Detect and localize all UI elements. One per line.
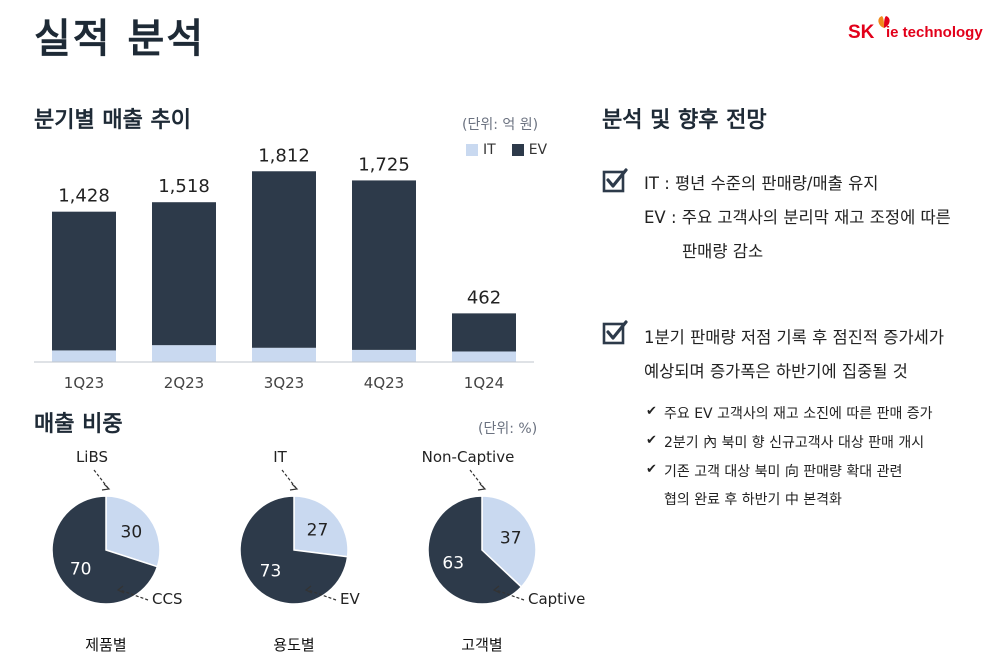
legend-label-it: IT xyxy=(483,142,496,158)
pie-caption-customer: 고객별 xyxy=(461,636,503,654)
legend-label-ev: EV xyxy=(528,142,548,158)
legend-swatch-it xyxy=(466,144,478,156)
bar-it-3q23 xyxy=(252,347,316,362)
x-tick-label-4q23: 4Q23 xyxy=(364,374,404,390)
pie-label-ev: EV xyxy=(340,590,360,608)
pie-value-libs: 30 xyxy=(121,523,143,543)
leader-arrow-libs xyxy=(101,483,111,491)
legend-item-it: IT xyxy=(466,142,496,158)
pie-slice-ccs xyxy=(51,495,159,605)
block2-sub-item-2: 2분기 內 북미 향 신규고객사 대상 판매 개시 xyxy=(664,435,925,451)
x-tick-label-3q23: 3Q23 xyxy=(264,374,304,390)
x-tick-label-2q23: 2Q23 xyxy=(164,374,204,390)
bar-ev-3q23 xyxy=(252,171,316,348)
block2-line-1: 1분기 판매량 저점 기록 후 점진적 증가세가 xyxy=(644,328,945,347)
bar-ev-1q24 xyxy=(452,313,516,352)
leader-arrow-ev xyxy=(304,585,313,594)
leader-arrow-captive xyxy=(492,585,501,594)
pie-label-ccs: CCS xyxy=(152,590,182,608)
leader-line-it xyxy=(281,469,297,489)
bar-ev-2q23 xyxy=(152,202,216,346)
bar-ev-1q23 xyxy=(52,211,116,351)
block1-line-ev-cont: 판매량 감소 xyxy=(682,242,764,261)
sub-check-icon: ✔ xyxy=(646,433,657,448)
data-label-3q23: 1,812 xyxy=(258,145,310,166)
pie-label-non-captive: Non-Captive xyxy=(422,448,515,466)
data-label-1q23: 1,428 xyxy=(58,186,110,207)
sub-check-icon: ✔ xyxy=(646,462,657,477)
pie-value-captive: 63 xyxy=(442,553,464,573)
sales-section-title: 분기별 매출 추이 xyxy=(34,108,191,133)
pie-value-ev: 73 xyxy=(260,562,282,582)
data-label-2q23: 1,518 xyxy=(158,176,210,197)
analysis-section-title: 분석 및 향후 전망 xyxy=(602,108,767,133)
block2-sub-item-1: 주요 EV 고객사의 재고 소진에 따른 판매 증가 xyxy=(664,406,933,422)
bar-it-1q24 xyxy=(452,351,516,362)
butterfly-icon xyxy=(878,16,890,28)
block2-sub-item-3: 기존 고객 대상 북미 向 판매량 확대 관련 xyxy=(664,464,903,480)
data-label-4q23: 1,725 xyxy=(358,154,410,175)
pie-slice-ev xyxy=(239,495,349,605)
pie-value-it: 27 xyxy=(307,520,329,540)
pie-label-captive: Captive xyxy=(528,590,585,608)
page-title: 실적 분석 xyxy=(34,16,206,62)
pie-label-it: IT xyxy=(273,448,287,466)
logo-text: ie technology xyxy=(886,24,983,41)
block2-line-2: 예상되며 증가폭은 하반기에 집중될 것 xyxy=(644,362,908,381)
pie-value-ccs: 70 xyxy=(70,559,92,579)
leader-line-libs xyxy=(93,469,109,489)
pie-caption-product: 제품별 xyxy=(85,636,127,654)
bar-it-1q23 xyxy=(52,350,116,362)
mix-section-title: 매출 비중 xyxy=(34,412,123,437)
pie-slice-non-captive xyxy=(481,495,537,589)
sales-mix-pie-charts: 30 70 LiBS CCS 27 73 IT EV 37 63 Non-Captive Captiv… xyxy=(51,448,585,608)
pie-caption-usage: 용도별 xyxy=(273,636,315,654)
bar-ev-4q23 xyxy=(352,180,416,350)
pie-value-non-captive: 37 xyxy=(500,529,522,549)
mix-unit: (단위: %) xyxy=(478,421,538,437)
pie-label-libs: LiBS xyxy=(76,448,108,466)
block2-sub-item-3-cont: 협의 완료 후 하반기 中 본격화 xyxy=(664,492,842,508)
chart-legend: IT EV xyxy=(466,142,557,158)
sub-check-icon: ✔ xyxy=(646,404,657,419)
legend-item-ev: EV xyxy=(511,142,548,158)
checkbox-checked-icon xyxy=(602,320,628,345)
checkbox-checked-icon xyxy=(602,168,628,193)
legend-swatch-ev xyxy=(511,144,524,156)
bar-it-2q23 xyxy=(152,345,216,362)
sales-unit: (단위: 억 원) xyxy=(462,117,539,133)
block1-line-it: IT : 평년 수준의 판매량/매출 유지 xyxy=(644,174,879,193)
pie-slice-libs xyxy=(105,495,161,568)
pie-slice-captive xyxy=(427,495,523,605)
logo-sk: SK xyxy=(848,22,875,43)
leader-arrow-non-captive xyxy=(477,483,487,491)
data-label-1q24: 462 xyxy=(467,287,501,308)
x-tick-label-1q23: 1Q23 xyxy=(64,374,104,390)
leader-arrow-it xyxy=(289,483,299,491)
pie-slice-it xyxy=(293,495,349,558)
x-tick-label-1q24: 1Q24 xyxy=(464,374,504,390)
company-logo: SK ie technology xyxy=(848,14,990,48)
leader-line-non-captive xyxy=(469,469,485,489)
leader-arrow-ccs xyxy=(116,585,125,594)
block1-line-ev: EV : 주요 고객사의 분리막 재고 조정에 따른 xyxy=(644,208,951,227)
quarterly-sales-bar-chart: 1,428 1Q23 1,518 2Q23 1,812 3Q23 1,725 4Q23 462 1… xyxy=(34,145,534,390)
bar-it-4q23 xyxy=(352,349,416,362)
